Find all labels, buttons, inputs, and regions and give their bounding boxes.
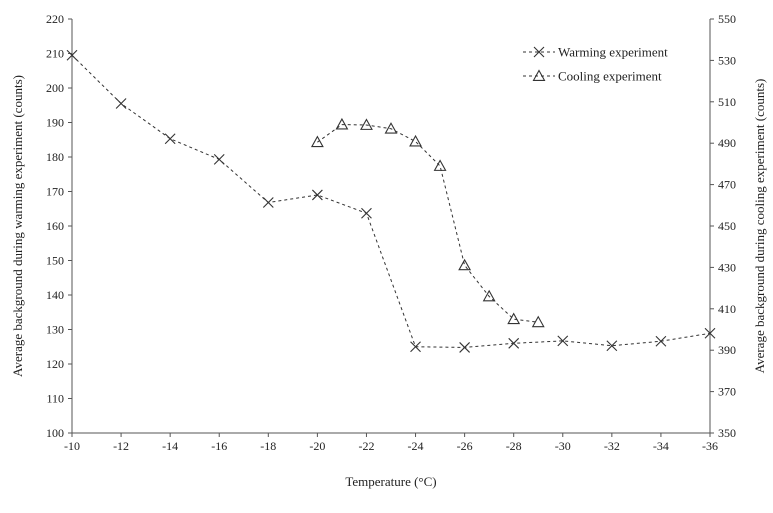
data-point-cooling [458, 258, 472, 271]
data-point-cooling [360, 118, 373, 130]
right-y-tick-label: 370 [718, 385, 736, 399]
data-point-cooling [335, 117, 349, 130]
right-y-tick-label: 390 [718, 343, 736, 357]
ticks: 100 110 120 130 140 150 160 170 180 190 200 210 220 3… [46, 12, 736, 453]
x-axis-title: Temperature (°C) [345, 474, 436, 489]
left-y-tick-label: 160 [46, 219, 64, 233]
data-point-warming [704, 327, 716, 339]
legend-marker-warming [533, 46, 545, 58]
data-point-warming [66, 49, 78, 61]
data-point-warming [262, 197, 274, 208]
x-tick-label: -30 [555, 439, 571, 453]
data-point-warming [410, 341, 421, 353]
series-line-warming [71, 54, 711, 348]
data-point-warming [655, 335, 667, 347]
data-point-warming [557, 335, 569, 347]
series-layer [66, 49, 716, 353]
legend-label-warming: Warming experiment [558, 45, 668, 60]
x-tick-label: -22 [358, 439, 374, 453]
left-y-tick-label: 150 [46, 254, 64, 268]
data-point-warming [459, 342, 471, 353]
data-point-cooling [482, 289, 496, 302]
legend: Warming experiment Cooling experiment [523, 45, 668, 84]
x-tick-label: -10 [64, 439, 80, 453]
data-point-warming [606, 340, 618, 352]
left-y-tick-label: 100 [46, 426, 64, 440]
x-tick-label: -16 [211, 439, 227, 453]
legend-marker-cooling [532, 69, 546, 81]
data-point-cooling [409, 134, 422, 147]
legend-label-cooling: Cooling experiment [558, 69, 662, 84]
left-y-tick-label: 180 [46, 150, 64, 164]
data-point-warming [508, 337, 520, 349]
data-point-cooling [507, 312, 521, 325]
left-y-tick-label: 130 [46, 323, 64, 337]
data-point-warming [213, 154, 225, 165]
data-point-cooling [531, 315, 545, 328]
x-tick-label: -20 [309, 439, 325, 453]
left-y-tick-label: 140 [46, 288, 64, 302]
data-point-cooling [433, 159, 447, 171]
x-tick-label: -12 [113, 439, 129, 453]
right-y-tick-label: 350 [718, 426, 736, 440]
data-point-cooling [384, 122, 398, 134]
right-y-tick-label: 490 [718, 136, 736, 150]
x-tick-label: -28 [506, 439, 522, 453]
x-tick-label: -36 [702, 439, 718, 453]
left-y-axis-title: Average background during warming experi… [10, 75, 25, 377]
right-y-tick-label: 470 [718, 178, 736, 192]
right-y-axis-title: Average background during cooling experi… [752, 79, 767, 374]
data-point-warming [164, 133, 176, 145]
x-tick-label: -32 [604, 439, 620, 453]
x-tick-label: -24 [408, 439, 424, 453]
x-tick-label: -26 [457, 439, 473, 453]
data-point-cooling [310, 135, 324, 148]
right-y-tick-label: 530 [718, 53, 736, 67]
right-y-tick-label: 450 [718, 219, 736, 233]
series-line-cooling [317, 124, 539, 323]
left-y-tick-label: 170 [46, 185, 64, 199]
data-point-warming [311, 189, 323, 201]
left-y-tick-label: 210 [46, 47, 64, 61]
x-tick-label: -14 [162, 439, 178, 453]
right-y-tick-label: 550 [718, 12, 736, 26]
left-y-tick-label: 190 [46, 116, 64, 130]
data-point-warming [361, 207, 372, 219]
left-y-tick-label: 220 [46, 12, 64, 26]
data-point-warming [115, 98, 127, 109]
left-y-tick-label: 120 [46, 357, 64, 371]
x-tick-label: -18 [260, 439, 276, 453]
x-tick-label: -34 [653, 439, 669, 453]
right-y-tick-label: 510 [718, 95, 736, 109]
left-y-tick-label: 200 [46, 81, 64, 95]
right-y-tick-label: 430 [718, 260, 736, 274]
left-y-tick-label: 110 [46, 392, 64, 406]
right-y-tick-label: 410 [718, 302, 736, 316]
